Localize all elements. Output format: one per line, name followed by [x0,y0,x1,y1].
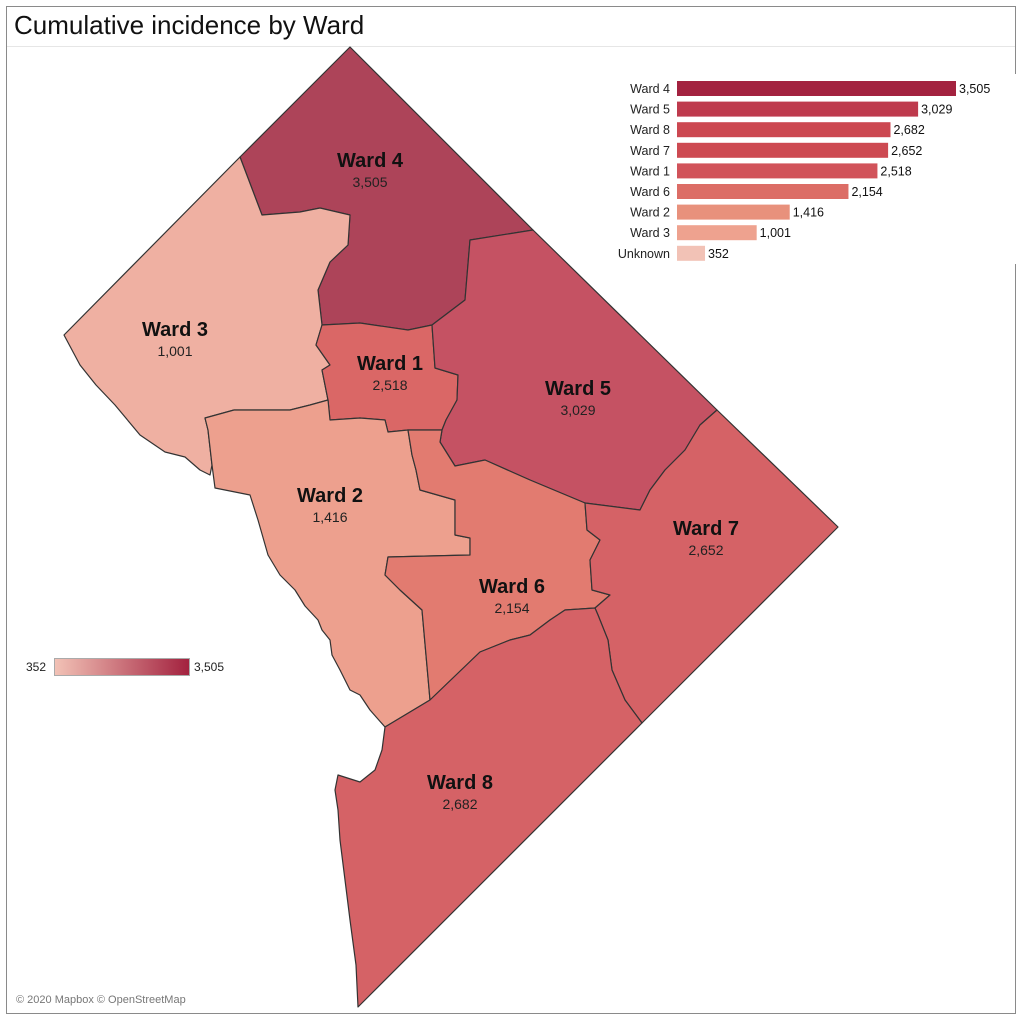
bar-category-label: Ward 7 [630,144,670,158]
ward-value-label: 2,652 [688,542,723,558]
bar-category-label: Ward 6 [630,185,670,199]
bar-ward-1[interactable] [677,163,878,179]
ward-8-region[interactable] [334,607,643,1008]
ward-name-label: Ward 1 [357,353,423,375]
ward-name-label: Ward 8 [427,772,493,794]
ward-name-label: Ward 5 [545,378,611,400]
legend-max-label: 3,505 [194,660,225,674]
ward-name-label: Ward 3 [142,319,208,341]
bar-ward-4[interactable] [677,81,956,96]
ward-name-label: Ward 7 [673,518,739,540]
ward-value-label: 1,416 [312,509,347,525]
bar-ward-2[interactable] [677,204,790,220]
bar-value-label: 352 [708,247,729,261]
ward-value-label: 3,505 [352,174,387,190]
page-title: Cumulative incidence by Ward [14,10,365,40]
title-divider [7,46,1015,47]
bar-category-label: Ward 8 [630,123,670,137]
bar-value-label: 2,154 [851,185,882,199]
bar-value-label: 3,029 [921,103,952,117]
ward-name-label: Ward 4 [337,150,404,172]
bar-category-label: Ward 1 [630,164,670,178]
bar-category-label: Ward 3 [630,226,670,240]
bar-category-label: Unknown [618,247,670,261]
bar-value-label: 2,652 [891,144,922,158]
bar-ward-5[interactable] [677,101,919,117]
ward-value-label: 1,001 [157,343,192,359]
ward-value-label: 3,029 [560,402,595,418]
ward-value-label: 2,154 [494,600,529,616]
ward-name-label: Ward 6 [479,576,545,598]
bar-value-label: 2,518 [880,164,911,178]
bar-value-label: 3,505 [959,82,990,96]
bar-ward-3[interactable] [677,225,757,241]
bar-value-label: 1,001 [760,226,791,240]
ward-name-label: Ward 2 [297,485,363,507]
legend-gradient [54,658,190,676]
bar-category-label: Ward 5 [630,103,670,117]
bar-ward-6[interactable] [677,184,849,199]
legend-min-label: 352 [26,660,47,674]
map-attribution[interactable]: © 2020 Mapbox © OpenStreetMap [16,994,186,1006]
bar-unknown[interactable] [677,245,706,261]
bar-category-label: Ward 2 [630,206,670,220]
bar-ward-7[interactable] [677,142,889,158]
bar-ward-8[interactable] [677,122,891,138]
bar-value-label: 2,682 [893,123,924,137]
ward-bar-chart: Ward 4 3,505 Ward 5 3,029 Ward 8 2,682 Ward 7 2… [606,74,1016,264]
ward-value-label: 2,518 [372,377,407,393]
bar-category-label: Ward 4 [630,82,670,96]
bar-value-label: 1,416 [793,206,824,220]
ward-value-label: 2,682 [442,796,477,812]
